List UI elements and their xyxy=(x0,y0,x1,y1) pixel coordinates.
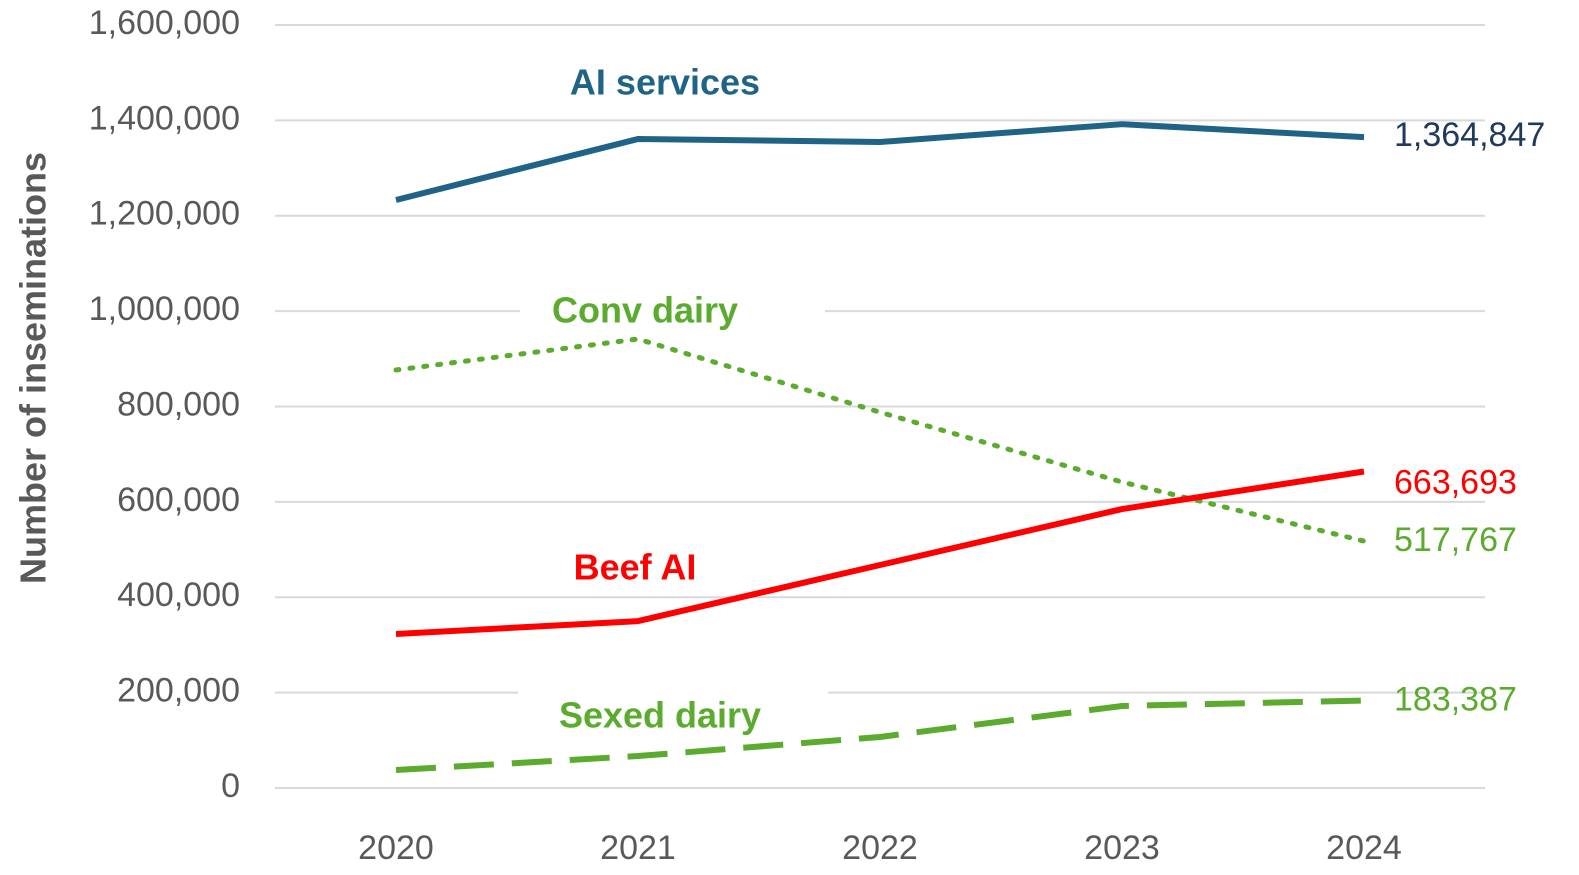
x-tick-label: 2021 xyxy=(600,829,676,867)
series-name: Beef AI xyxy=(574,547,697,588)
y-axis-title: Number of inseminations xyxy=(13,152,54,584)
y-tick-label: 400,000 xyxy=(117,576,240,614)
series-line xyxy=(395,468,1365,637)
series-line xyxy=(395,697,1365,774)
x-tick-label: 2024 xyxy=(1326,829,1402,867)
x-tick-label: 2020 xyxy=(358,829,434,867)
data-label: 183,387 xyxy=(1394,681,1517,719)
x-tick-label: 2023 xyxy=(1084,829,1160,867)
y-tick-label: 200,000 xyxy=(117,672,240,710)
label-background xyxy=(540,545,730,595)
y-tick-label: 1,600,000 xyxy=(89,4,240,42)
y-tick-label: 0 xyxy=(221,767,240,805)
data-label: 1,364,847 xyxy=(1394,116,1545,154)
y-tick-label: 1,000,000 xyxy=(89,290,240,328)
label-background xyxy=(560,58,775,112)
y-tick-label: 1,400,000 xyxy=(89,99,240,137)
y-tick-label: 800,000 xyxy=(117,385,240,423)
series-name: Conv dairy xyxy=(552,290,738,331)
series-name: Sexed dairy xyxy=(559,695,761,736)
y-tick-label: 1,200,000 xyxy=(89,195,240,233)
data-label: 663,693 xyxy=(1394,463,1517,501)
series-name: AI services xyxy=(570,62,760,103)
label-background xyxy=(520,288,825,338)
y-tick-label: 600,000 xyxy=(117,481,240,519)
series-line xyxy=(395,121,1365,203)
series-line xyxy=(393,336,1367,544)
label-background xyxy=(518,690,828,745)
data-label: 517,767 xyxy=(1394,521,1517,559)
x-tick-label: 2022 xyxy=(842,829,918,867)
